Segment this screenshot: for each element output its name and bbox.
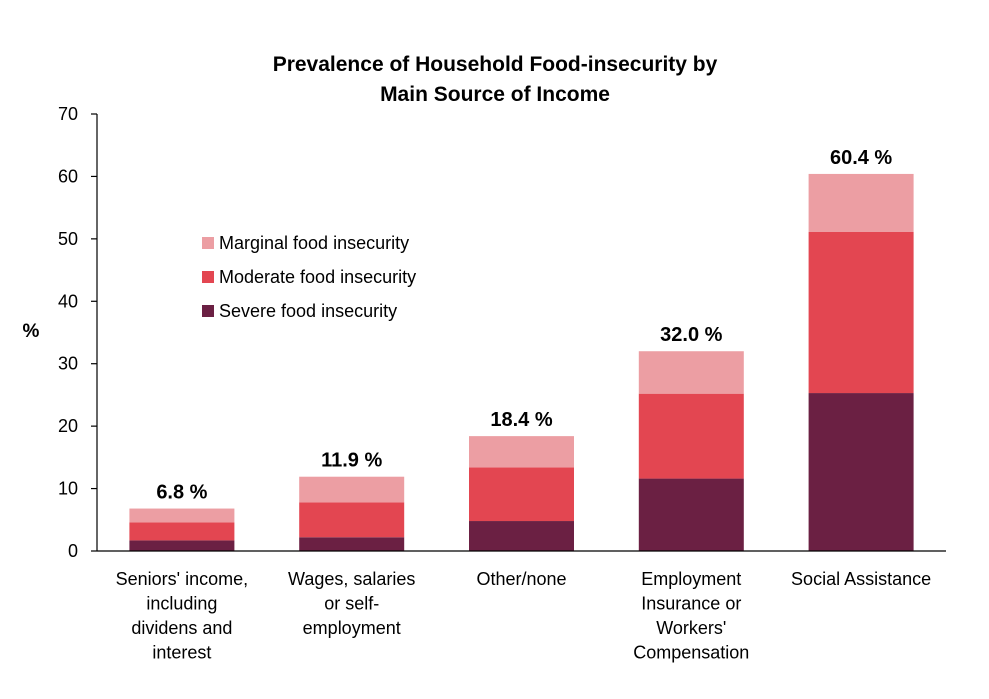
bar-segment-severe-food-insecurity [299,537,405,551]
legend-label: Marginal food insecurity [219,233,409,253]
bar-segment-moderate-food-insecurity [808,231,914,394]
legend-swatch [202,271,214,283]
y-tick-label: 50 [58,229,78,249]
legend-label: Severe food insecurity [219,301,397,321]
bar-segment-moderate-food-insecurity [638,393,744,479]
y-tick-label: 40 [58,291,78,311]
x-tick-label: Workers' [656,618,726,638]
x-tick-label: Social Assistance [791,569,931,589]
bar-segment-severe-food-insecurity [469,521,574,551]
y-tick-label: 60 [58,166,78,186]
bar-segment-moderate-food-insecurity [469,467,574,522]
bar-total-label: 11.9 % [321,450,382,472]
x-tick-label: dividens and [131,618,232,638]
bar-total-label: 32.0 % [660,324,722,346]
y-tick-label: 30 [58,354,78,374]
legend-swatch [202,237,214,249]
x-tick-label: or self- [324,594,379,614]
x-tick-label: Wages, salaries [288,569,415,589]
x-tick-label: interest [152,643,211,663]
bars [129,173,914,551]
bar-segment-severe-food-insecurity [129,540,235,551]
x-axis: Seniors' income, including dividens and int… [97,550,946,663]
bar-segment-severe-food-insecurity [638,478,744,551]
y-tick-label: 10 [58,479,78,499]
legend-item: Marginal food insecurity [202,233,409,253]
legend-swatch [202,305,214,317]
chart-title: Prevalence of Household Food-insecurity … [273,53,718,106]
bar-segment-moderate-food-insecurity [299,502,405,538]
bar-segment-marginal-food-insecurity [808,173,914,232]
y-tick-label: 0 [68,541,78,561]
legend-label: Moderate food insecurity [219,267,416,287]
total-labels: 6.8 % 11.9 % 18.4 % 32.0 % 60.4 % [156,147,892,504]
x-tick-label: Other/none [476,569,566,589]
y-axis: 0 10 20 30 40 50 60 70 [58,104,98,561]
bar-segment-marginal-food-insecurity [469,436,574,468]
x-tick-label: Seniors' income, [116,569,249,589]
chart-title-line-1: Prevalence of Household Food-insecurity … [273,53,718,76]
y-tick-label: 20 [58,416,78,436]
x-tick-label: Insurance or [641,594,741,614]
bar-segment-severe-food-insecurity [808,393,914,551]
bar-total-label: 60.4 % [830,147,892,169]
y-axis-label: % [23,321,40,342]
x-tick-label: including [146,594,217,614]
bar-total-label: 6.8 % [156,482,207,504]
bar-total-label: 18.4 % [490,409,552,431]
bar-segment-moderate-food-insecurity [129,522,235,541]
bar-segment-marginal-food-insecurity [129,508,235,523]
legend-item: Moderate food insecurity [202,267,416,287]
bar-segment-marginal-food-insecurity [299,476,405,503]
y-tick-label: 70 [58,104,78,124]
x-tick-label: employment [303,618,401,638]
bar-segment-marginal-food-insecurity [638,351,744,394]
x-tick-label: Compensation [633,643,749,663]
x-tick-label: Employment [641,569,741,589]
chart-title-line-2: Main Source of Income [380,83,610,106]
legend-item: Severe food insecurity [202,301,397,321]
legend: Marginal food insecurity Moderate food in… [202,233,416,321]
